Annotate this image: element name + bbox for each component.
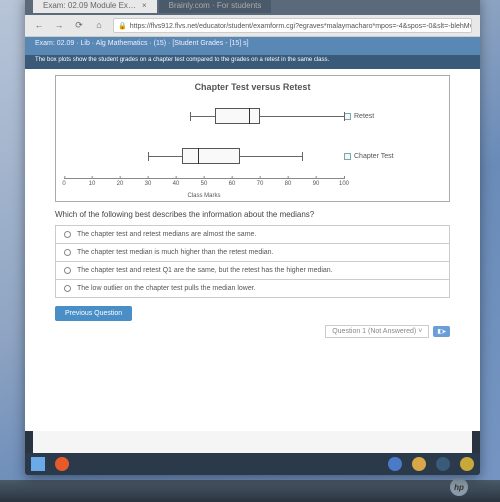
answer-option[interactable]: The chapter test median is much higher t… xyxy=(56,244,449,262)
answer-list: The chapter test and retest medians are … xyxy=(55,225,450,298)
radio-icon[interactable] xyxy=(64,249,71,256)
chapter-boxplot xyxy=(64,142,344,170)
legend-square-icon xyxy=(344,153,351,160)
home-icon[interactable]: ⌂ xyxy=(93,20,105,32)
answer-option[interactable]: The chapter test and retest medians are … xyxy=(56,226,449,244)
taskbar xyxy=(25,453,480,475)
radio-icon[interactable] xyxy=(64,231,71,238)
answer-text: The chapter test and retest medians are … xyxy=(77,231,256,238)
lock-icon: 🔒 xyxy=(118,23,127,30)
task-icon[interactable] xyxy=(436,457,450,471)
status-dropdown[interactable]: Question 1 (Not Answered) ˅ xyxy=(325,325,429,338)
retest-label: Retest xyxy=(354,113,374,120)
chart-title: Chapter Test versus Retest xyxy=(64,82,441,92)
url-input[interactable]: 🔒https://flvs912.flvs.net/educator/stude… xyxy=(113,18,472,33)
tab-inactive[interactable]: Brainly.com · For students xyxy=(159,0,272,13)
start-icon[interactable] xyxy=(31,457,45,471)
edge-icon[interactable] xyxy=(412,457,426,471)
breadcrumb: Exam: 02.09 · Lib · Alg Mathematics · (1… xyxy=(25,37,480,55)
answer-text: The chapter test median is much higher t… xyxy=(77,249,274,256)
status-text: Question 1 (Not Answered) xyxy=(332,328,416,335)
legend-square-icon xyxy=(344,113,351,120)
back-icon[interactable]: ← xyxy=(33,20,45,32)
chapter-label: Chapter Test xyxy=(354,153,394,160)
retest-legend: Retest xyxy=(344,113,374,120)
answer-text: The low outlier on the chapter test pull… xyxy=(77,285,256,292)
previous-button[interactable]: Previous Question xyxy=(55,306,132,321)
chapter-row: Chapter Test xyxy=(64,138,441,174)
answer-text: The chapter test and retest Q1 are the s… xyxy=(77,267,333,274)
reload-icon[interactable]: ⟳ xyxy=(73,20,85,32)
retest-row: Retest xyxy=(64,98,441,134)
x-axis: 0102030405060708090100 xyxy=(64,178,344,196)
cortana-icon[interactable] xyxy=(388,457,402,471)
tab-title: Brainly.com · For students xyxy=(169,1,262,10)
close-icon[interactable]: × xyxy=(142,1,147,10)
screen: Exam: 02.09 Module Ex… × Brainly.com · F… xyxy=(25,0,480,475)
forward-icon[interactable]: → xyxy=(53,20,65,32)
chapter-legend: Chapter Test xyxy=(344,153,394,160)
flag-icon[interactable]: ◧▸ xyxy=(433,326,450,337)
hp-logo: hp xyxy=(450,478,468,496)
folder-icon[interactable] xyxy=(460,457,474,471)
answer-option[interactable]: The low outlier on the chapter test pull… xyxy=(56,280,449,297)
prompt-text: The box plots show the student grades on… xyxy=(25,55,480,69)
chart-panel: Chapter Test versus Retest Retest Chapte… xyxy=(55,75,450,202)
tab-title: Exam: 02.09 Module Ex… xyxy=(43,1,136,10)
tab-bar: Exam: 02.09 Module Ex… × Brainly.com · F… xyxy=(25,0,480,15)
retest-boxplot xyxy=(64,102,344,130)
url-text: https://flvs912.flvs.net/educator/studen… xyxy=(130,23,472,30)
radio-icon[interactable] xyxy=(64,267,71,274)
question-text: Which of the following best describes th… xyxy=(55,210,450,219)
content: Chapter Test versus Retest Retest Chapte… xyxy=(25,69,480,431)
radio-icon[interactable] xyxy=(64,285,71,292)
question-footer: Question 1 (Not Answered) ˅ ◧▸ xyxy=(55,325,450,338)
answer-option[interactable]: The chapter test and retest Q1 are the s… xyxy=(56,262,449,280)
address-bar: ← → ⟳ ⌂ 🔒https://flvs912.flvs.net/educat… xyxy=(25,15,480,37)
tab-active[interactable]: Exam: 02.09 Module Ex… × xyxy=(33,0,157,13)
laptop-base xyxy=(0,480,500,502)
task-icon[interactable] xyxy=(55,457,69,471)
